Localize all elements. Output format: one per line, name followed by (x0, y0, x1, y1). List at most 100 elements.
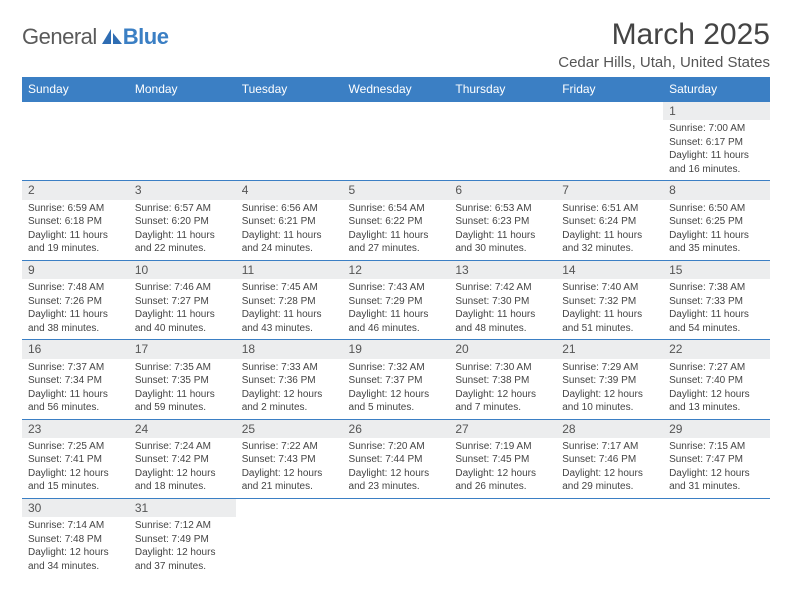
day-content-cell (556, 517, 663, 577)
sunset-text: Sunset: 7:37 PM (349, 374, 444, 388)
day-content-cell: Sunrise: 7:40 AMSunset: 7:32 PMDaylight:… (556, 279, 663, 340)
day-content-cell: Sunrise: 6:50 AMSunset: 6:25 PMDaylight:… (663, 200, 770, 261)
sunrise-text: Sunrise: 7:22 AM (242, 440, 337, 454)
header: General Blue March 2025 Cedar Hills, Uta… (22, 18, 770, 71)
sunset-text: Sunset: 7:29 PM (349, 295, 444, 309)
day-number: 11 (236, 261, 343, 279)
sunset-text: Sunset: 7:45 PM (455, 453, 550, 467)
day-number: 1 (663, 102, 770, 120)
title-block: March 2025 Cedar Hills, Utah, United Sta… (558, 18, 770, 71)
daycontent-row: Sunrise: 7:14 AMSunset: 7:48 PMDaylight:… (22, 517, 770, 577)
sunrise-text: Sunrise: 7:24 AM (135, 440, 230, 454)
day-number-cell (449, 498, 556, 517)
daylight-text: Daylight: 11 hours and 48 minutes. (455, 308, 550, 335)
day-content-cell: Sunrise: 7:37 AMSunset: 7:34 PMDaylight:… (22, 359, 129, 420)
sunset-text: Sunset: 6:21 PM (242, 215, 337, 229)
daylight-text: Daylight: 11 hours and 22 minutes. (135, 229, 230, 256)
day-number: 8 (663, 181, 770, 199)
day-content-cell: Sunrise: 7:42 AMSunset: 7:30 PMDaylight:… (449, 279, 556, 340)
day-content-cell: Sunrise: 7:29 AMSunset: 7:39 PMDaylight:… (556, 359, 663, 420)
day-number-cell (22, 102, 129, 121)
daycontent-row: Sunrise: 7:37 AMSunset: 7:34 PMDaylight:… (22, 359, 770, 420)
day-number-cell: 8 (663, 181, 770, 200)
sunset-text: Sunset: 7:44 PM (349, 453, 444, 467)
day-number-cell: 26 (343, 419, 450, 438)
day-content-cell (22, 120, 129, 181)
sunset-text: Sunset: 7:47 PM (669, 453, 764, 467)
day-number: 27 (449, 420, 556, 438)
day-number: 28 (556, 420, 663, 438)
sunrise-text: Sunrise: 7:29 AM (562, 361, 657, 375)
day-content-cell: Sunrise: 7:33 AMSunset: 7:36 PMDaylight:… (236, 359, 343, 420)
daylight-text: Daylight: 12 hours and 18 minutes. (135, 467, 230, 494)
day-number-cell: 20 (449, 340, 556, 359)
daylight-text: Daylight: 11 hours and 46 minutes. (349, 308, 444, 335)
day-number-cell: 23 (22, 419, 129, 438)
daynum-row: 2345678 (22, 181, 770, 200)
day-content-cell: Sunrise: 7:19 AMSunset: 7:45 PMDaylight:… (449, 438, 556, 499)
day-content-cell: Sunrise: 7:32 AMSunset: 7:37 PMDaylight:… (343, 359, 450, 420)
day-number-cell: 29 (663, 419, 770, 438)
day-number-cell (343, 498, 450, 517)
day-number-cell: 22 (663, 340, 770, 359)
daylight-text: Daylight: 11 hours and 54 minutes. (669, 308, 764, 335)
daylight-text: Daylight: 11 hours and 43 minutes. (242, 308, 337, 335)
daylight-text: Daylight: 11 hours and 24 minutes. (242, 229, 337, 256)
daycontent-row: Sunrise: 7:25 AMSunset: 7:41 PMDaylight:… (22, 438, 770, 499)
sunset-text: Sunset: 7:32 PM (562, 295, 657, 309)
daylight-text: Daylight: 12 hours and 7 minutes. (455, 388, 550, 415)
day-number-cell (236, 102, 343, 121)
daylight-text: Daylight: 11 hours and 56 minutes. (28, 388, 123, 415)
sunset-text: Sunset: 7:46 PM (562, 453, 657, 467)
daylight-text: Daylight: 12 hours and 23 minutes. (349, 467, 444, 494)
daycontent-row: Sunrise: 7:00 AMSunset: 6:17 PMDaylight:… (22, 120, 770, 181)
daylight-text: Daylight: 12 hours and 26 minutes. (455, 467, 550, 494)
day-header: Monday (129, 77, 236, 102)
day-number-cell (129, 102, 236, 121)
day-number-cell: 7 (556, 181, 663, 200)
month-title: March 2025 (558, 18, 770, 52)
sunrise-text: Sunrise: 6:54 AM (349, 202, 444, 216)
sunrise-text: Sunrise: 6:50 AM (669, 202, 764, 216)
day-number-cell (236, 498, 343, 517)
daylight-text: Daylight: 11 hours and 59 minutes. (135, 388, 230, 415)
day-number: 7 (556, 181, 663, 199)
sunrise-text: Sunrise: 7:42 AM (455, 281, 550, 295)
day-content-cell: Sunrise: 7:14 AMSunset: 7:48 PMDaylight:… (22, 517, 129, 577)
day-number: 12 (343, 261, 450, 279)
day-number: 19 (343, 340, 450, 358)
sunset-text: Sunset: 7:36 PM (242, 374, 337, 388)
day-content-cell: Sunrise: 6:59 AMSunset: 6:18 PMDaylight:… (22, 200, 129, 261)
calendar-body: 1Sunrise: 7:00 AMSunset: 6:17 PMDaylight… (22, 102, 770, 578)
day-number: 15 (663, 261, 770, 279)
daylight-text: Daylight: 11 hours and 40 minutes. (135, 308, 230, 335)
daylight-text: Daylight: 12 hours and 5 minutes. (349, 388, 444, 415)
day-number: 10 (129, 261, 236, 279)
sunset-text: Sunset: 7:28 PM (242, 295, 337, 309)
sunrise-text: Sunrise: 6:53 AM (455, 202, 550, 216)
sunset-text: Sunset: 7:39 PM (562, 374, 657, 388)
day-content-cell (449, 517, 556, 577)
location: Cedar Hills, Utah, United States (558, 54, 770, 71)
calendar-table: Sunday Monday Tuesday Wednesday Thursday… (22, 77, 770, 577)
sunset-text: Sunset: 6:25 PM (669, 215, 764, 229)
sunrise-text: Sunrise: 7:00 AM (669, 122, 764, 136)
logo-text-part1: General (22, 24, 97, 50)
day-number-cell: 27 (449, 419, 556, 438)
sunrise-text: Sunrise: 7:40 AM (562, 281, 657, 295)
sunset-text: Sunset: 7:27 PM (135, 295, 230, 309)
sunrise-text: Sunrise: 7:37 AM (28, 361, 123, 375)
daynum-row: 1 (22, 102, 770, 121)
day-number: 21 (556, 340, 663, 358)
sunrise-text: Sunrise: 7:27 AM (669, 361, 764, 375)
day-number: 2 (22, 181, 129, 199)
day-content-cell: Sunrise: 7:15 AMSunset: 7:47 PMDaylight:… (663, 438, 770, 499)
day-content-cell: Sunrise: 6:53 AMSunset: 6:23 PMDaylight:… (449, 200, 556, 261)
day-number-cell: 15 (663, 260, 770, 279)
day-number: 14 (556, 261, 663, 279)
day-number-cell: 18 (236, 340, 343, 359)
day-number-cell (556, 102, 663, 121)
daylight-text: Daylight: 12 hours and 2 minutes. (242, 388, 337, 415)
day-content-cell (663, 517, 770, 577)
day-number: 24 (129, 420, 236, 438)
